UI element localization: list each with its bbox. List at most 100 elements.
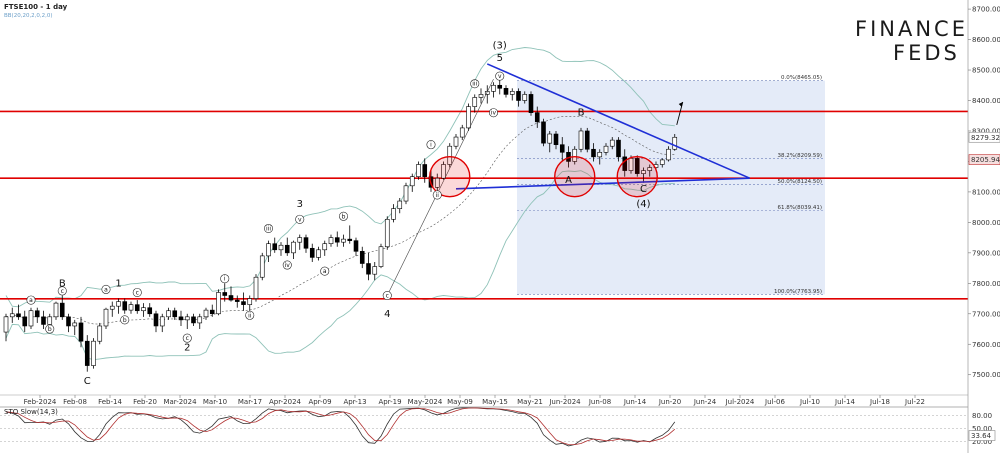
wave-label-ring [263,223,273,233]
candle-body [341,238,346,243]
wave-label-minor: b [48,326,52,333]
wave-label-major: C [640,184,647,195]
wave-label-ring [295,214,305,224]
wave-label-ring [26,295,36,305]
candle-body [616,139,621,158]
candle-body [47,316,53,325]
candle-body [203,309,209,318]
candle-body [628,158,634,171]
candle-body [128,304,134,311]
candle-body [503,88,509,95]
stochastic-k-line [5,407,676,447]
candle-body [284,244,290,254]
candle-body [666,148,671,161]
wave-channel-line [386,79,494,296]
wave-label-minor: i [430,142,432,149]
time-axis: Feb-2024 Feb-08 Feb-14 Feb-20 Mar-2024 Mar-10… [0,394,968,406]
wave-label-ring [432,190,442,200]
candle-body [534,112,540,123]
wave-label-major: B [578,108,585,119]
candle-body [328,237,334,245]
oscillator-level-label: 80.00 [972,412,992,420]
price-tick-label: 8400.00 [972,97,1000,105]
oscillator-level-label: 50.00 [972,425,992,433]
candle-body [28,310,34,327]
time-tick-label: Apr-09 [308,398,331,406]
candle-body [384,219,390,248]
time-tick-label: Apr-13 [343,398,366,406]
candle-body [66,316,71,327]
fibonacci-layer: 0.0%(8465.05) 38.2%(8209.59) 50.0%(8124.50… [517,75,825,295]
candle-body [141,307,146,312]
candle-body [184,316,190,321]
candle-body [441,164,446,179]
candle-body [259,255,265,278]
candle-body [609,139,615,147]
candle-body [72,322,78,327]
candle-body [266,243,271,257]
time-tick-label: Apr-19 [378,398,401,406]
candle-body [78,322,84,342]
candle-body [291,241,296,254]
wave-label-major: A [565,175,572,186]
candle-body [597,151,603,158]
candle-body [647,167,653,171]
bollinger-upper-band [5,47,675,308]
price-tag-box [968,131,1000,143]
candle-body [578,130,584,150]
oscillator-level-label: 20.00 [972,438,992,446]
wave-label-minor: b [342,213,346,220]
candle-body [378,246,384,267]
candle-body [97,325,103,342]
candle-body [166,310,171,318]
candle-body [9,313,15,318]
candle-body [641,170,646,174]
candle-body [278,244,284,251]
time-tick-label: Mar-17 [238,398,262,406]
time-tick-label: Feb-2024 [24,398,57,406]
candle-body [103,308,109,327]
candle-body [509,91,515,95]
time-tick-label: Mar-10 [203,398,227,406]
candle-body [3,316,9,333]
price-tick-label: 8000.00 [972,219,1000,227]
wave-label-ring [120,315,130,325]
wave-label-major: 1 [115,278,121,289]
candle-body [147,307,153,315]
wave-label-major: B [59,278,66,289]
candle-body [59,302,65,318]
price-axis: 8700.008600.008500.008400.008300.008200.… [967,0,1000,453]
candle-body [228,295,234,301]
wave-label-ring [45,324,55,334]
price-tag-label: 8279.32 [971,134,1000,142]
highlight-circle [616,155,658,198]
candle-body [359,251,365,264]
candle-body [222,292,228,296]
fib-level-label: 0.0%(8465.05) [781,75,822,81]
candle-body [472,97,478,107]
candle-body [522,94,528,101]
candle-body [297,237,303,243]
candle-body [397,200,403,209]
candle-body [272,243,278,251]
highlight-circle [429,155,471,198]
time-tick-label: Feb-08 [63,398,87,406]
candle-body [347,238,353,241]
candle-body [53,302,59,318]
wave-label-ring [220,274,230,284]
candle-body [91,340,96,366]
candle-body [353,240,359,252]
time-tick-label: Jul-18 [869,398,890,406]
wave-label-minor: a [29,297,33,304]
candle-body [234,299,240,302]
candle-body [559,144,565,153]
wave-label-minor: v [498,73,502,80]
wave-label-minor: ii [436,192,440,199]
wave-label-ring [382,290,392,300]
trend-overlay [386,63,751,296]
wave-label-minor: v [298,216,302,223]
candle-body [116,301,121,307]
